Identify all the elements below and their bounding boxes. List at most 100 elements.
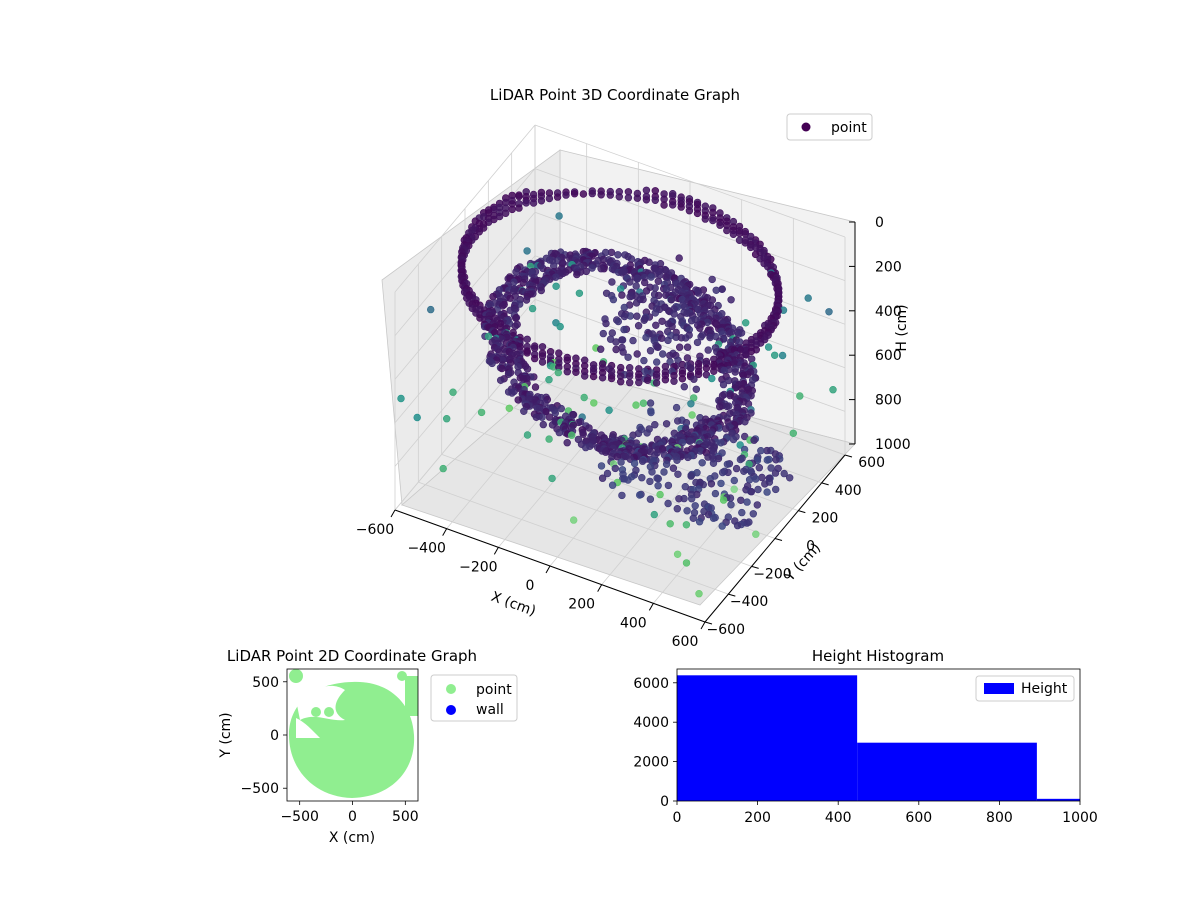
data-point-3d: [752, 530, 760, 538]
data-point-3d: [488, 359, 496, 368]
plot-frame-hist: [676, 668, 1081, 802]
data-point-3d: [789, 429, 797, 437]
legend-hist-box: [975, 675, 1075, 702]
data-point-3d: [552, 282, 560, 290]
data-point-3d: [607, 374, 616, 383]
data-point-3d: [692, 385, 700, 393]
data-point-3d: [599, 329, 607, 338]
data-point-3d: [630, 459, 639, 468]
grid-line-3d: [534, 124, 846, 238]
data-point-3d: [730, 476, 738, 485]
data-point-3d: [674, 470, 682, 478]
x-tick-label-2d: 0: [348, 809, 357, 825]
data-point-3d: [654, 482, 662, 490]
data-point-3d: [683, 507, 691, 515]
y-tick-label-3d: −600: [707, 622, 745, 638]
data-point-3d: [712, 286, 720, 294]
data-point-3d: [747, 488, 756, 496]
data-point-3d: [697, 333, 705, 341]
data-point-3d: [757, 447, 765, 455]
data-point-3d: [523, 349, 531, 357]
data-point-3d: [689, 394, 698, 402]
x-tick-label-3d: 200: [568, 597, 595, 613]
data-point-3d: [675, 254, 683, 262]
data-point-3d: [670, 377, 678, 385]
data-point-3d: [651, 284, 659, 292]
y-tick-3d: [728, 593, 736, 597]
data-point-3d: [764, 343, 773, 351]
y-tick-label-2d: 500: [252, 675, 279, 691]
x-tick-label-hist: 200: [744, 810, 771, 826]
data-point-3d: [716, 221, 724, 229]
data-point-3d: [427, 305, 435, 314]
x-tick-label-2d: −500: [280, 809, 318, 825]
data-point-3d: [753, 501, 761, 509]
data-point-3d: [504, 370, 513, 378]
data-point-3d: [693, 338, 702, 347]
data-point-3d: [620, 312, 629, 321]
x-tick-label-hist: 1000: [1062, 810, 1098, 826]
data-point-3d: [618, 491, 626, 500]
data-point-3d: [683, 354, 692, 362]
data-point-3d: [771, 469, 780, 477]
data-point-3d: [715, 403, 724, 411]
ticks-hist: 0 200 400 600 800 1000 0 2000 4000 6000: [633, 676, 1097, 826]
point-blob: [405, 676, 418, 716]
data-point-3d: [606, 191, 614, 199]
data-point-3d: [741, 418, 749, 426]
histogram-bars: [677, 675, 1080, 801]
x-tick-label-3d: −600: [356, 522, 394, 538]
z-tick-label-3d: 600: [875, 348, 902, 364]
data-point-3d: [614, 251, 622, 259]
data-point-3d: [778, 351, 787, 360]
data-point-3d: [708, 275, 716, 284]
data-point-3d: [654, 277, 662, 285]
data-point-3d: [646, 347, 655, 355]
data-point-3d: [740, 467, 748, 475]
data-point-3d: [635, 491, 644, 499]
point-blob: [324, 707, 334, 717]
data-point-3d: [709, 216, 717, 225]
data-point-3d: [684, 453, 692, 462]
data-point-3d: [666, 358, 674, 366]
data-point-3d: [625, 372, 634, 380]
y-tick-3d: [774, 538, 783, 541]
data-point-3d: [511, 314, 520, 322]
data-point-3d: [522, 296, 531, 304]
data-point-3d: [654, 291, 663, 300]
data-point-3d: [626, 293, 634, 301]
data-point-3d: [726, 494, 735, 502]
y-tick-3d: [751, 565, 759, 569]
data-point-3d: [640, 316, 648, 324]
data-point-3d: [638, 474, 646, 482]
data-point-3d: [719, 380, 728, 389]
data-point-3d: [734, 330, 743, 338]
data-point-3d: [618, 336, 627, 344]
data-point-3d: [771, 485, 780, 494]
y-tick-label-hist: 6000: [633, 676, 669, 692]
grid-line-3d: [441, 453, 752, 567]
data-point-3d: [505, 404, 513, 412]
data-point-3d: [555, 212, 563, 220]
plot-area-2d: [287, 669, 418, 801]
z-tick-label-3d: 0: [875, 215, 884, 231]
data-point-3d: [580, 372, 589, 380]
data-point-3d: [725, 330, 734, 338]
data-point-3d: [632, 299, 641, 307]
data-point-3d: [597, 462, 606, 470]
data-point-3d: [749, 510, 757, 518]
legend-3d-label: point: [831, 120, 867, 136]
data-point-3d: [825, 308, 833, 316]
data-point-3d: [640, 278, 649, 287]
data-point-3d: [634, 322, 643, 330]
data-point-3d: [569, 516, 578, 524]
data-point-3d: [612, 338, 620, 346]
data-point-3d: [580, 393, 588, 402]
data-point-3d: [758, 473, 766, 482]
data-point-3d: [581, 443, 590, 452]
data-point-3d: [702, 371, 711, 379]
data-point-3d: [675, 343, 684, 351]
y-axis-label-3d: Y (cm): [781, 540, 824, 585]
data-point-3d: [738, 508, 746, 517]
data-point-3d: [563, 439, 571, 447]
